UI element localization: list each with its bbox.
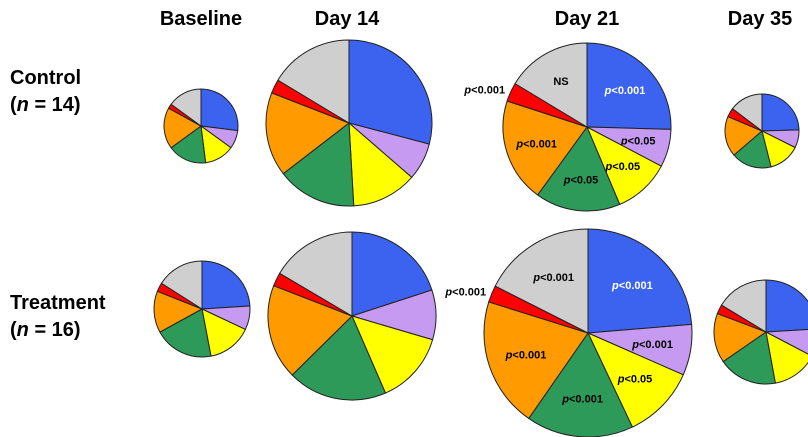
slice-gray <box>514 42 588 128</box>
slice-label-orange: p<0.001 <box>505 349 547 361</box>
slice-orange <box>265 92 351 175</box>
pie-treatment-day-21: p<0.001 p<0.001 p<0.05 p<0.001 p<0.001 p<0.00… <box>444 228 693 437</box>
row-name: Control <box>10 67 82 89</box>
slice-label-red: p<0.001 <box>444 287 486 299</box>
slice-gray <box>720 279 767 333</box>
column-title-baseline: Baseline <box>159 8 243 30</box>
slice-blue <box>765 279 808 333</box>
slice-label-violet: p<0.001 <box>631 339 673 351</box>
slice-yellow <box>348 121 413 207</box>
slice-label-orange: p<0.001 <box>515 138 557 150</box>
pie-treatment-day-35 <box>713 279 808 385</box>
slice-green <box>282 122 355 207</box>
slice-label-blue: p<0.001 <box>604 85 646 97</box>
pie-treatment-day-14 <box>267 231 437 401</box>
slice-blue <box>351 231 433 317</box>
slice-orange <box>483 301 589 420</box>
slice-green <box>733 130 772 169</box>
column-title-day-14: Day 14 <box>314 8 380 30</box>
slice-yellow <box>351 315 434 394</box>
row-label-treatment: Treatment (n = 16) <box>10 290 106 344</box>
row-n: (n = 16) <box>10 319 81 341</box>
slice-blue <box>761 93 800 132</box>
slice-label-violet: p<0.05 <box>620 136 656 148</box>
row-label-control: Control (n = 14) <box>10 65 81 119</box>
slice-label-yellow: p<0.05 <box>605 161 641 173</box>
pie-control-day-21: p<0.001 p<0.05 p<0.05 p<0.05 p<0.001 p<0.001 N… <box>463 42 672 212</box>
pie-treatment-baseline <box>153 260 251 358</box>
slice-gray <box>170 88 202 127</box>
slice-green <box>536 125 621 212</box>
slice-gray <box>277 39 350 124</box>
slice-label-yellow: p<0.05 <box>617 374 653 386</box>
pie-control-baseline <box>163 88 239 164</box>
slice-yellow <box>586 332 684 428</box>
n-symbol: n <box>16 94 29 116</box>
slice-orange <box>713 312 768 363</box>
slice-blue <box>587 228 693 334</box>
slice-label-gray: NS <box>553 76 568 88</box>
slice-orange <box>724 115 763 156</box>
slice-label-blue: p<0.001 <box>611 280 653 292</box>
slice-label-red: p<0.001 <box>463 85 505 97</box>
slice-orange <box>502 100 588 196</box>
slice-label-gray: p<0.001 <box>532 272 574 284</box>
slice-blue <box>201 260 251 310</box>
slice-green <box>722 331 776 385</box>
n-value: = 16) <box>28 319 81 341</box>
slice-blue <box>200 88 239 132</box>
slice-gray <box>731 93 763 133</box>
column-title-day-35: Day 35 <box>727 8 793 30</box>
slice-gray <box>160 260 203 310</box>
pie-control-day-14 <box>265 39 433 207</box>
slice-violet <box>764 328 808 355</box>
slice-orange <box>163 107 202 149</box>
pie-control-day-35 <box>724 93 800 169</box>
slice-blue <box>586 42 672 130</box>
n-symbol: n <box>16 319 29 341</box>
slice-blue <box>348 39 433 145</box>
slice-label-green: p<0.05 <box>563 175 599 187</box>
slice-label-green: p<0.001 <box>561 393 603 405</box>
slice-gray <box>278 231 353 317</box>
row-name: Treatment <box>10 292 106 314</box>
column-title-day-21: Day 21 <box>554 8 620 30</box>
slice-green <box>159 308 212 358</box>
n-value: = 14) <box>28 94 81 116</box>
slice-green <box>291 315 387 401</box>
row-n: (n = 14) <box>10 94 81 116</box>
slice-gray <box>494 228 589 334</box>
